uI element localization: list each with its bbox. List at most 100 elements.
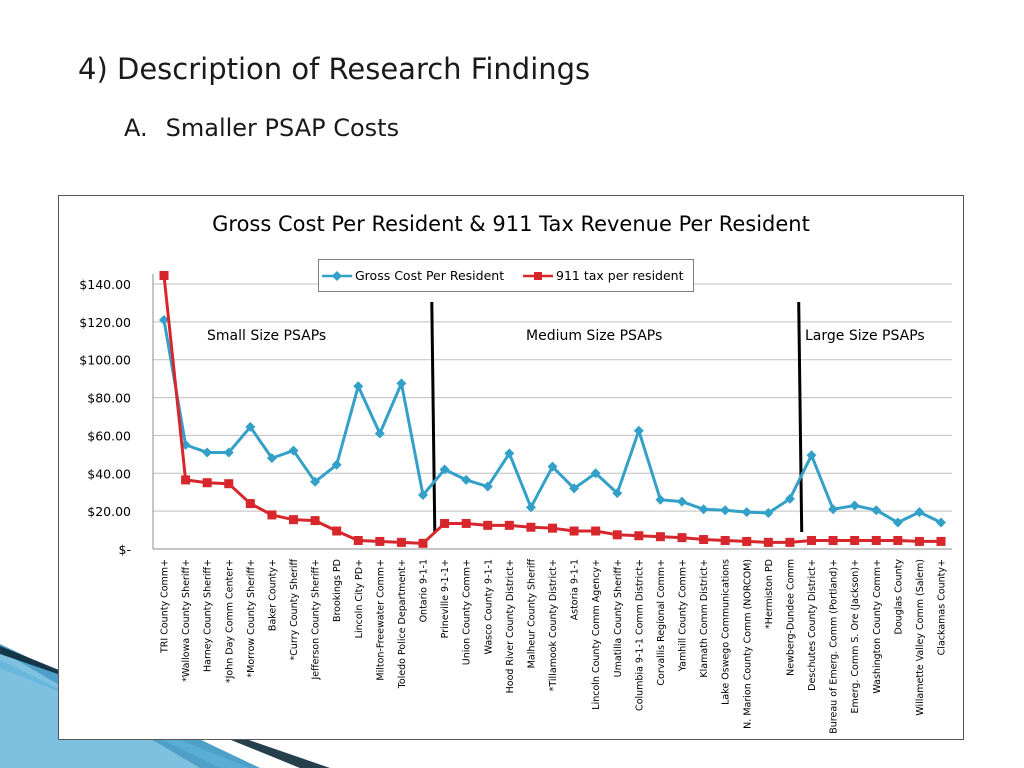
x-tick-label: Emerg. Comm S. Ore (Jackson)+	[850, 559, 861, 714]
x-tick-label: Toledo Police Department+	[397, 559, 408, 689]
data-point-gross-cost	[310, 476, 321, 487]
data-point-gross-cost	[331, 459, 342, 470]
data-point-tax	[699, 535, 709, 545]
data-point-tax	[612, 530, 622, 540]
y-tick-label: $20.00	[87, 504, 131, 519]
data-point-tax	[634, 531, 644, 541]
data-point-tax	[181, 475, 191, 485]
x-tick-label: Hood River County District+	[505, 559, 516, 693]
subheading-text: Smaller PSAP Costs	[165, 114, 400, 142]
x-axis-tick-labels: TRI County Comm+ *Wallowa County Sheriff+…	[160, 559, 948, 734]
data-point-tax	[871, 535, 881, 545]
data-point-gross-cost	[784, 493, 795, 504]
y-tick-label: $40.00	[87, 466, 131, 481]
annotation-medium-psaps: Medium Size PSAPs	[526, 328, 663, 344]
data-point-gross-cost	[677, 496, 687, 507]
data-point-gross-cost	[245, 421, 256, 432]
data-point-gross-cost	[633, 425, 644, 436]
x-tick-label: Lincoln County Comm Agency+	[591, 559, 602, 710]
data-point-gross-cost	[741, 507, 752, 518]
data-point-tax	[914, 536, 924, 546]
x-tick-label: Lincoln City PD+	[354, 559, 365, 638]
data-point-tax	[850, 535, 860, 545]
x-tick-label: Bureau of Emerg. Comm (Portland)+	[829, 559, 840, 734]
chart-frame: Gross Cost Per Resident & 911 Tax Revenu…	[58, 195, 964, 740]
data-point-gross-cost	[590, 468, 601, 479]
y-tick-label: $80.00	[87, 391, 131, 406]
data-point-gross-cost	[266, 453, 277, 464]
x-tick-label: *Morrow County Sheriff+	[246, 559, 257, 678]
data-point-tax	[224, 479, 234, 489]
x-tick-label: Malheur County Sheriff	[526, 559, 537, 669]
x-tick-label: Jefferson County Sheriff+	[311, 559, 322, 681]
data-point-gross-cost	[698, 504, 709, 515]
data-point-gross-cost	[612, 488, 623, 499]
legend-marker-diamond	[332, 271, 342, 281]
data-point-tax	[440, 518, 450, 528]
x-tick-label: N. Marion County Comm (NORCOM)	[742, 559, 753, 729]
y-tick-label: $60.00	[87, 428, 131, 443]
x-tick-label: Prineville 9-1-1+	[440, 559, 451, 638]
x-tick-label: Klamath Comm District+	[699, 559, 710, 678]
x-tick-label: Clackamas County+	[937, 559, 948, 655]
data-point-tax	[655, 532, 665, 542]
data-point-tax	[936, 536, 946, 546]
y-tick-label: $100.00	[79, 353, 131, 368]
chart-title: Gross Cost Per Resident & 911 Tax Revenu…	[212, 212, 810, 236]
data-point-gross-cost	[223, 447, 234, 458]
x-tick-label: Baker County+	[267, 559, 278, 631]
chart-legend: Gross Cost Per Resident 911 tax per resi…	[318, 259, 694, 292]
x-tick-label: Yamhill County Comm+	[678, 559, 689, 672]
annotation-large-psaps: Large Size PSAPs	[805, 328, 925, 344]
data-point-gross-cost	[288, 445, 299, 456]
y-axis-tick-labels: $- $20.00 $40.00 $60.00 $80.00 $100.00 $120.00…	[79, 277, 131, 557]
x-tick-label: Milton-Freewater Comm+	[375, 559, 386, 681]
data-point-tax	[375, 536, 385, 546]
legend-entry-gross-cost: Gross Cost Per Resident	[355, 268, 505, 283]
data-point-tax	[396, 537, 406, 547]
data-point-gross-cost	[806, 450, 817, 461]
data-point-tax	[807, 535, 816, 545]
data-point-gross-cost	[202, 447, 213, 458]
data-point-gross-cost	[396, 378, 407, 389]
data-point-gross-cost	[655, 494, 666, 505]
x-tick-label: *Wallowa County Sheriff+	[181, 559, 192, 682]
legend-markers	[322, 271, 553, 281]
x-tick-label: Union County Comm+	[462, 559, 473, 665]
data-point-tax	[677, 533, 687, 543]
data-point-tax	[289, 515, 298, 525]
data-point-gross-cost	[547, 461, 558, 472]
data-point-tax	[202, 478, 212, 488]
series-lines	[159, 270, 946, 548]
data-point-tax	[785, 537, 795, 547]
data-point-tax	[245, 499, 255, 509]
data-point-gross-cost	[849, 500, 860, 511]
x-tick-label: *John Day Comm Center+	[224, 559, 235, 683]
series-line-0	[162, 319, 942, 524]
data-point-tax	[526, 522, 536, 532]
x-tick-label: Corvallis Regional Comm+	[656, 559, 667, 686]
group-divider-1	[430, 301, 437, 533]
x-tick-label: *Curry County Sheriff	[289, 559, 300, 661]
data-point-tax	[159, 270, 169, 280]
group-divider-2	[797, 301, 804, 533]
data-point-gross-cost	[936, 517, 946, 528]
x-tick-label: Newberg-Dundee Comm	[785, 559, 796, 676]
data-point-gross-cost	[504, 448, 515, 459]
data-point-gross-cost	[763, 508, 774, 519]
series-line-1	[162, 275, 941, 545]
group-dividers	[430, 301, 804, 533]
data-point-gross-cost	[159, 314, 169, 325]
subheading-number: A.	[124, 114, 148, 142]
x-tick-label: *Tillamook County District+	[548, 559, 559, 691]
x-tick-label: Ontario 9-1-1	[419, 559, 430, 622]
data-point-tax	[461, 518, 471, 528]
y-tick-label: $-	[119, 542, 131, 557]
data-point-gross-cost	[482, 481, 493, 492]
x-tick-label: Wasco County 9-1-1	[483, 559, 494, 654]
data-point-gross-cost	[525, 502, 536, 513]
legend-marker-square	[534, 272, 542, 280]
x-tick-label: TRI County Comm+	[160, 559, 171, 654]
slide-title: 4) Description of Research Findings	[78, 52, 591, 86]
legend-entry-tax: 911 tax per resident	[556, 268, 684, 283]
